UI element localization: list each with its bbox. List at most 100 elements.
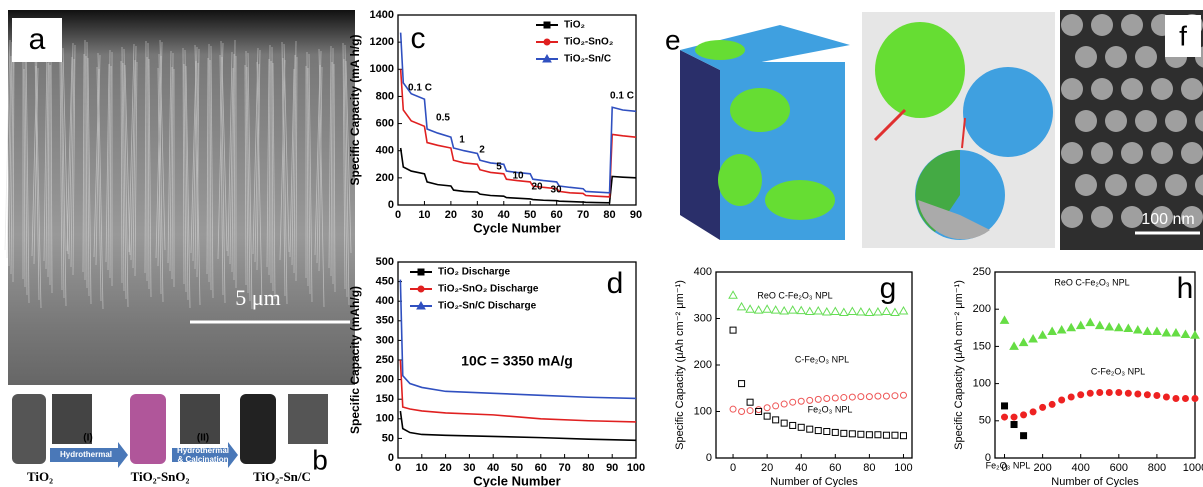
nanowire (120, 60, 123, 284)
y-tick-label: 800 (376, 90, 394, 102)
li2o-part (918, 200, 990, 240)
marker (763, 412, 771, 420)
nanoparticle (1195, 174, 1203, 196)
marker (779, 306, 790, 315)
marker (1104, 322, 1115, 331)
nanowire (229, 67, 234, 265)
nanowire (266, 58, 270, 268)
y-tick-label: 50 (979, 415, 991, 427)
nanowire (254, 63, 260, 263)
marker (416, 300, 426, 310)
x-tick-label: 50 (524, 209, 536, 221)
nanowire (307, 67, 311, 295)
legend-label: TiO₂-SnO₂ (564, 37, 613, 48)
marker (417, 285, 425, 293)
nanowire (271, 46, 274, 292)
nanowire (47, 48, 50, 278)
nanowire (221, 56, 228, 252)
nanowire (169, 66, 173, 272)
marker (417, 268, 425, 276)
marker (772, 402, 780, 410)
nanowire (85, 55, 88, 289)
y-tick-label: 400 (376, 295, 394, 307)
x-tick-label: 80 (863, 462, 875, 474)
x-tick-label: 20 (761, 462, 773, 474)
nanowire (93, 68, 100, 258)
marker (746, 398, 754, 406)
series-line (399, 359, 637, 423)
chart: 0 10 20 30 40 50 60 70 80 90 100 0 50 100 150 200 250 300… (348, 256, 645, 487)
nanowire (206, 57, 209, 275)
y-tick-label: 100 (376, 413, 394, 425)
marker (762, 304, 772, 313)
nanowire (33, 67, 39, 265)
x-tick-label: 50 (511, 462, 523, 474)
marker (1086, 389, 1094, 397)
nanowire (148, 58, 152, 298)
legend-label: C-Fe₂O₃ NPL (1091, 366, 1145, 376)
fe3c-particle (963, 67, 1053, 157)
marker (831, 428, 839, 436)
y-tick-label: 450 (376, 276, 394, 288)
marker (864, 307, 875, 316)
nanowire (124, 64, 131, 256)
marker (755, 408, 763, 415)
nanowire (233, 39, 236, 281)
y-tick-label: 50 (382, 432, 394, 444)
nanowire (291, 54, 296, 266)
y-axis-label: Specific Capacity (mA h/g) (348, 35, 362, 186)
y-tick-label: 250 (973, 266, 991, 278)
x-axis-label: Cycle Number (473, 220, 560, 235)
y-tick-label: 1200 (370, 36, 394, 48)
marker (1010, 413, 1018, 421)
nanowire (50, 50, 53, 294)
marker (1113, 322, 1124, 332)
nanowire (4, 39, 11, 251)
marker (772, 416, 780, 424)
panel-label: b (312, 444, 328, 475)
nanowire (268, 44, 271, 276)
panel-label: f (1179, 20, 1187, 51)
nanowire (68, 42, 74, 260)
x-tick-label: 600 (1110, 462, 1128, 474)
marker (856, 306, 866, 316)
nanowire (252, 47, 259, 255)
nanowire (59, 59, 63, 291)
nanowire (279, 59, 286, 261)
nanowire (82, 53, 85, 273)
nanowire (147, 42, 150, 290)
marker (1105, 389, 1113, 397)
y-tick-label: 600 (376, 117, 394, 129)
marker (1134, 390, 1142, 398)
marker (899, 432, 907, 440)
nanowire (308, 53, 313, 303)
nanowire (192, 46, 198, 262)
nanowire (61, 61, 67, 307)
marker (1124, 389, 1132, 397)
legend-label: Fe₂O₃ NPL (986, 460, 1031, 470)
nanoparticle (1091, 206, 1113, 228)
y-tick-label: 100 (694, 405, 712, 417)
marker (787, 305, 798, 314)
y-tick-label: 1400 (370, 9, 394, 21)
marker (1162, 393, 1170, 401)
nanowire (330, 61, 333, 277)
x-tick-label: 0 (395, 209, 401, 221)
marker (753, 305, 764, 314)
y-tick-label: 350 (376, 315, 394, 327)
marker (840, 429, 848, 437)
marker (797, 423, 805, 431)
legend-label: ReO C-Fe₂O₃ NPL (757, 290, 832, 300)
marker (1010, 421, 1018, 429)
y-tick-label: 150 (376, 393, 394, 405)
marker (899, 391, 907, 399)
y-tick-label: 0 (985, 452, 991, 464)
nanowire (144, 40, 147, 274)
marker (1096, 389, 1104, 397)
marker (1039, 403, 1047, 411)
nanowire (295, 56, 298, 282)
nanowire (182, 47, 185, 285)
marker (729, 326, 737, 334)
nanoparticle (1151, 142, 1173, 164)
x-tick-label: 100 (627, 462, 645, 474)
